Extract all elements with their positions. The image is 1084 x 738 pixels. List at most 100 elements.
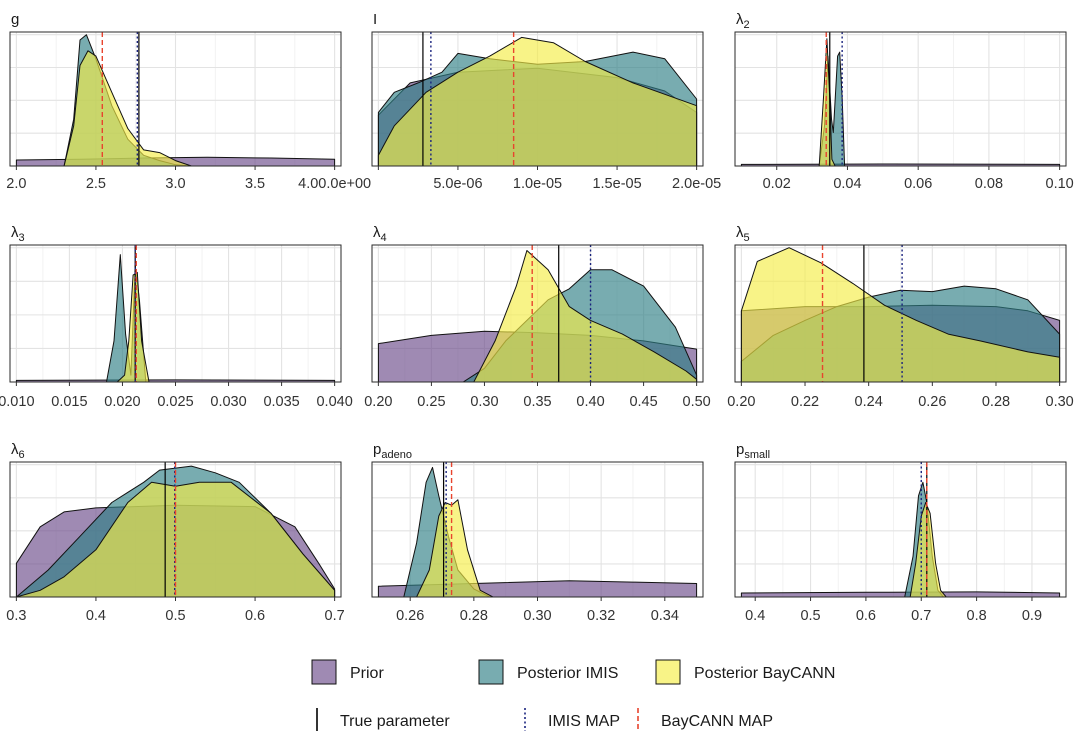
panel-title-main: g <box>11 11 19 28</box>
panel-title-subscript: adeno <box>381 449 412 461</box>
x-axis: 0.20 0.25 0.30 0.35 0.40 0.45 0.50 <box>364 382 711 410</box>
density-areas <box>15 34 336 166</box>
density-areas <box>377 466 698 597</box>
x-tick-label: 0.010 <box>0 394 35 410</box>
panel-7: padeno 0.26 0.28 0.30 0.32 0.34 <box>371 441 704 624</box>
x-tick-label: 0.015 <box>51 394 87 410</box>
density-baycann <box>377 36 698 166</box>
reference-lines <box>134 245 137 382</box>
x-tick-label: 0.30 <box>1046 394 1074 410</box>
x-tick-label: 0.4 <box>745 608 765 624</box>
x-tick-label: 0.26 <box>396 608 424 624</box>
legend-label: Prior <box>350 665 384 682</box>
panel-title-subscript: 4 <box>381 232 387 244</box>
panel-border <box>734 244 1067 383</box>
x-tick-label: 0.7 <box>911 608 931 624</box>
gridlines <box>735 32 1066 166</box>
legend-label: Posterior BayCANN <box>694 665 835 682</box>
legend-line-item: True parameter <box>316 708 450 731</box>
panel-5: λ5 0.20 0.22 0.24 0.26 0.28 0.30 <box>727 224 1074 410</box>
panel-8: psmall 0.4 0.5 0.6 0.7 0.8 0.9 <box>734 441 1067 624</box>
panel-title: padeno <box>373 441 412 461</box>
panel-title-main: λ <box>736 11 744 28</box>
panel-title: I <box>373 11 377 28</box>
panel-border <box>734 461 1067 598</box>
x-tick-label: 0.3 <box>6 608 26 624</box>
panel-0: g 2.0 2.5 3.0 3.5 4.00.0e+00 <box>6 11 371 192</box>
x-axis: 5.0e-06 1.0e-05 1.5e-05 2.0e-05 <box>377 166 721 192</box>
panel-title-main: I <box>373 11 377 28</box>
x-tick-label: 2.0e-05 <box>672 176 721 192</box>
x-axis: 0.26 0.28 0.30 0.32 0.34 <box>396 597 679 624</box>
panel-title-subscript: 6 <box>19 449 25 461</box>
x-tick-label: 0.6 <box>245 608 265 624</box>
panels: g 2.0 2.5 3.0 3.5 4.00.0e+00 I 5.0e-06 1.0e-05 1.… <box>0 11 1074 624</box>
gridlines <box>10 245 341 382</box>
panel-title: psmall <box>736 441 770 461</box>
reference-lines <box>920 462 928 597</box>
x-tick-label: 0.20 <box>727 394 755 410</box>
x-tick-label: 0.28 <box>982 394 1010 410</box>
panel-title: λ3 <box>11 224 25 244</box>
panel-title: λ5 <box>736 224 750 244</box>
panel-title: g <box>11 11 19 28</box>
density-baycann <box>473 250 698 382</box>
density-areas <box>740 247 1061 382</box>
panel-border <box>734 31 1067 167</box>
density-prior <box>740 591 1061 597</box>
panel-title-main: λ <box>11 441 19 458</box>
panel-title: λ4 <box>373 224 387 244</box>
x-tick-label: 0.5 <box>800 608 820 624</box>
x-tick-label: 4.00.0e+00 <box>298 176 371 192</box>
x-tick-label: 0.45 <box>629 394 657 410</box>
x-tick-label: 0.50 <box>683 394 711 410</box>
density-areas <box>377 36 698 166</box>
panel-background <box>735 462 1066 597</box>
legend-fill-item: Prior <box>311 659 384 685</box>
density-baycann <box>740 247 1061 382</box>
x-tick-label: 0.020 <box>104 394 140 410</box>
reference-lines <box>443 462 453 597</box>
reference-lines <box>164 462 177 597</box>
reference-lines <box>422 32 515 166</box>
panel-title-main: λ <box>736 224 744 241</box>
density-areas <box>740 481 1061 597</box>
density-prior <box>15 379 336 382</box>
panel-title-subscript: 5 <box>744 232 750 244</box>
x-tick-label: 0.25 <box>417 394 445 410</box>
legend-swatch <box>311 659 337 685</box>
x-axis: 2.0 2.5 3.0 3.5 4.00.0e+00 <box>6 166 371 192</box>
x-axis: 0.010 0.015 0.020 0.025 0.030 0.035 0.040 <box>0 382 353 410</box>
legend-label: IMIS MAP <box>548 713 620 730</box>
legend-swatch <box>655 659 681 685</box>
x-tick-label: 0.40 <box>576 394 604 410</box>
x-tick-label: 0.04 <box>833 176 861 192</box>
legend: Prior Posterior IMIS Posterior BayCANN Tru… <box>311 659 835 731</box>
x-tick-label: 0.6 <box>856 608 876 624</box>
x-tick-label: 2.0 <box>6 176 26 192</box>
x-tick-label: 0.10 <box>1046 176 1074 192</box>
x-tick-label: 0.26 <box>918 394 946 410</box>
x-tick-label: 0.025 <box>157 394 193 410</box>
x-axis: 0.02 0.04 0.06 0.08 0.10 <box>763 166 1074 192</box>
panel-4: λ4 0.20 0.25 0.30 0.35 0.40 0.45 0.50 <box>364 224 711 410</box>
x-tick-label: 0.040 <box>316 394 352 410</box>
legend-fill-item: Posterior BayCANN <box>655 659 835 685</box>
panel-title-main: p <box>373 441 381 458</box>
x-tick-label: 0.30 <box>523 608 551 624</box>
density-baycann <box>63 50 192 166</box>
x-tick-label: 0.30 <box>470 394 498 410</box>
x-tick-label: 0.34 <box>651 608 679 624</box>
x-tick-label: 0.32 <box>587 608 615 624</box>
panel-title-subscript: 2 <box>744 19 750 31</box>
panel-title: λ2 <box>736 11 750 31</box>
reference-lines <box>821 245 903 382</box>
density-baycann <box>416 499 494 597</box>
x-tick-label: 0.030 <box>210 394 246 410</box>
legend-label: True parameter <box>340 713 450 730</box>
legend-fills: Prior Posterior IMIS Posterior BayCANN <box>311 659 835 685</box>
x-tick-label: 2.5 <box>86 176 106 192</box>
x-axis: 0.4 0.5 0.6 0.7 0.8 0.9 <box>745 597 1042 624</box>
x-axis: 0.20 0.22 0.24 0.26 0.28 0.30 <box>727 382 1074 410</box>
